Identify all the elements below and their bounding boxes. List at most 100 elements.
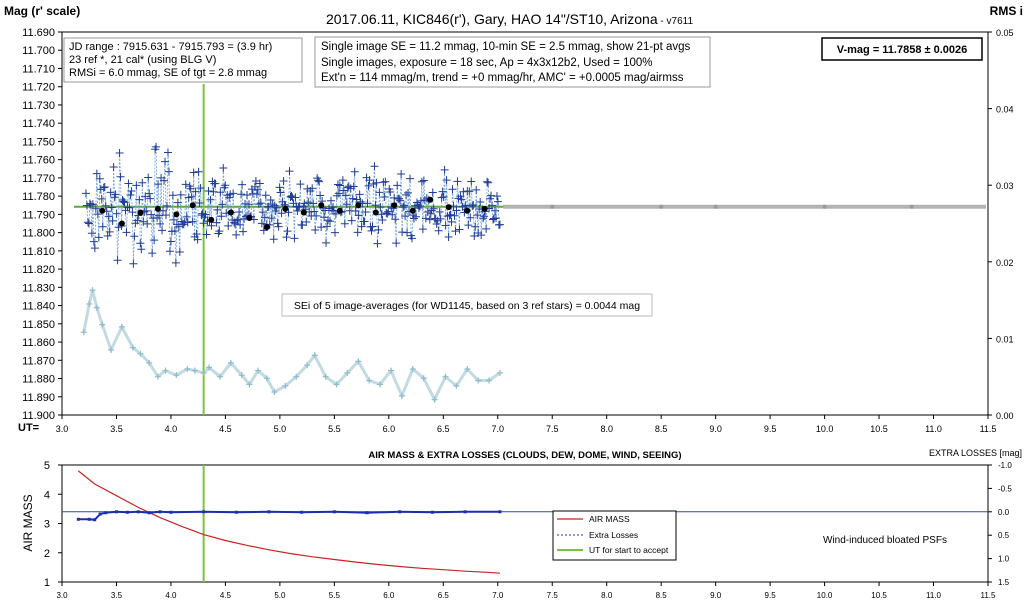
wind-note: Wind-induced bloated PSFs [823, 535, 947, 546]
mag-point [298, 221, 307, 230]
average-point [173, 211, 180, 218]
average-point [372, 209, 379, 216]
mag-point [189, 168, 198, 177]
mag-point [477, 231, 486, 240]
extra-losses-point [498, 510, 502, 514]
mag-point [368, 222, 377, 231]
mag-point [169, 215, 178, 224]
mag-point [399, 203, 408, 212]
rms-y-axis-label: RMS i [990, 4, 1023, 18]
mag-point [255, 179, 264, 188]
mag-point [101, 201, 110, 210]
airmass-axes: 1 2 3 4 5 -1.0 -0.5 0.0 0.5 1.0 1.5 3.0 3.5 4.0 4.5 5.0… [44, 460, 1012, 600]
rms-point [388, 367, 395, 374]
extra-losses-point [430, 510, 434, 514]
mag-point [415, 202, 424, 211]
rms-point [206, 364, 213, 371]
mag-point [90, 244, 99, 253]
mag-point [418, 225, 427, 234]
mag-point [154, 180, 163, 189]
mag-reference-lines [74, 84, 986, 415]
rms-point [344, 369, 351, 376]
mag-point [175, 247, 184, 256]
mag-point [466, 213, 475, 222]
mag-point [324, 216, 333, 225]
mag-point [408, 234, 417, 243]
mag-point [254, 200, 263, 209]
rms-point [263, 375, 270, 382]
mag-point [239, 227, 248, 236]
mag-point [122, 228, 131, 237]
average-point [227, 209, 234, 216]
mag-point [487, 191, 496, 200]
mag-point [435, 207, 444, 216]
mag-point [312, 211, 321, 220]
mag-point [341, 191, 350, 200]
mag-point [204, 186, 213, 195]
mag-axes: 11.690 11.700 11.710 11.720 11.730 11.740 11.7… [22, 27, 1013, 434]
rms-point [377, 381, 384, 388]
mag-point [428, 188, 437, 197]
mag-point [113, 256, 122, 265]
mag-point [379, 178, 388, 187]
mag-point [357, 222, 366, 231]
mag-point [353, 228, 362, 237]
mag-y-tick-label: 11.790 [22, 209, 55, 221]
bottom-x-tick-label: 6.5 [438, 591, 450, 600]
mag-point [308, 184, 317, 193]
mag-point [326, 196, 335, 205]
mag-point [374, 225, 383, 234]
mag-point [202, 230, 211, 239]
mag-point [417, 177, 426, 186]
bottom-x-tick-label: 7.0 [492, 591, 504, 600]
mag-point [191, 187, 200, 196]
average-point [118, 220, 125, 227]
mag-point [209, 187, 218, 196]
mag-point [290, 234, 299, 243]
mag-point [380, 193, 389, 202]
ut-x-tick-label: 6.5 [437, 424, 450, 434]
mag-point [447, 217, 456, 226]
mag-point [257, 219, 266, 228]
ut-x-tick-label: 9.5 [764, 424, 777, 434]
rms-point [86, 300, 93, 307]
mag-point [217, 212, 226, 221]
mag-point [258, 208, 267, 217]
mag-point [243, 191, 252, 200]
average-point [300, 209, 307, 216]
mag-point [145, 189, 154, 198]
rms-point [271, 389, 278, 396]
bottom-x-tick-label: 10.5 [871, 591, 887, 600]
mag-point [275, 183, 284, 192]
mag-point [155, 211, 164, 220]
mag-point [244, 200, 253, 209]
mag-point [390, 193, 399, 202]
mag-point [296, 180, 305, 189]
ut-x-tick-label: 10.5 [870, 424, 888, 434]
ut-x-tick-label: 11.5 [980, 424, 997, 434]
average-point [189, 202, 196, 209]
mag-point [395, 194, 404, 203]
airmass-y-tick-label: 3 [44, 519, 50, 531]
rms-point [129, 344, 136, 351]
mag-y-tick-label: 11.860 [22, 337, 55, 349]
mag-point [252, 190, 261, 199]
mag-y-tick-label: 11.730 [22, 100, 55, 112]
mag-point [401, 212, 410, 221]
mag-point [125, 203, 134, 212]
mag-point [105, 227, 114, 236]
mag-point [192, 229, 201, 238]
mag-point [363, 199, 372, 208]
average-point [137, 209, 144, 216]
rms-point [453, 382, 460, 389]
rms-point [293, 373, 300, 380]
mag-point [434, 226, 443, 235]
mag-y-tick-label: 11.800 [22, 228, 55, 240]
vmag-box [821, 37, 983, 61]
mag-point [378, 215, 387, 224]
mag-point [376, 203, 385, 212]
mag-point [391, 215, 400, 224]
mag-point [355, 190, 364, 199]
mag-point [165, 247, 174, 256]
mag-point [224, 221, 233, 230]
